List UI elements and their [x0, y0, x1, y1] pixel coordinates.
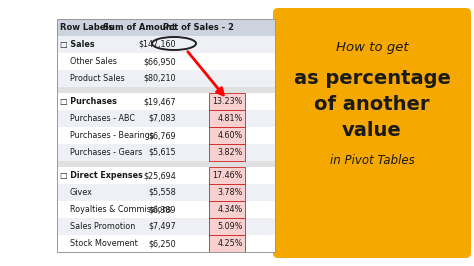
Bar: [57, 167, 275, 184]
Text: Stock Movement: Stock Movement: [70, 239, 138, 248]
Bar: [209, 184, 245, 201]
Text: in Pivot Tables: in Pivot Tables: [329, 155, 414, 168]
Bar: [57, 218, 275, 235]
Bar: [57, 53, 275, 70]
Text: $5,558: $5,558: [148, 188, 176, 197]
Text: Purchases - Bearings: Purchases - Bearings: [70, 131, 154, 140]
Bar: [57, 161, 275, 167]
Bar: [209, 93, 245, 110]
Text: 4.60%: 4.60%: [218, 131, 243, 140]
Text: □ Direct Expenses: □ Direct Expenses: [60, 171, 143, 180]
Text: 13.23%: 13.23%: [213, 97, 243, 106]
Text: □ Sales: □ Sales: [60, 40, 95, 49]
Bar: [209, 218, 245, 235]
Text: Pct of Sales - 2: Pct of Sales - 2: [163, 23, 234, 32]
Text: 3.82%: 3.82%: [218, 148, 243, 157]
Text: $6,250: $6,250: [148, 239, 176, 248]
Text: Givex: Givex: [70, 188, 93, 197]
Text: $147,160: $147,160: [138, 40, 176, 49]
Text: $5,615: $5,615: [148, 148, 176, 157]
Text: Purchases - ABC: Purchases - ABC: [70, 114, 135, 123]
Text: $7,497: $7,497: [148, 222, 176, 231]
Text: 4.34%: 4.34%: [218, 205, 243, 214]
Text: Product Sales: Product Sales: [70, 74, 125, 83]
Text: Other Sales: Other Sales: [70, 57, 117, 66]
Bar: [209, 235, 245, 252]
Bar: [209, 144, 245, 161]
Bar: [209, 110, 245, 127]
Text: $7,083: $7,083: [148, 114, 176, 123]
Bar: [57, 201, 275, 218]
Text: $6,389: $6,389: [148, 205, 176, 214]
Text: as percentage: as percentage: [293, 69, 450, 88]
Bar: [209, 127, 245, 144]
Bar: [57, 184, 275, 201]
FancyBboxPatch shape: [273, 8, 471, 258]
Text: $19,467: $19,467: [143, 97, 176, 106]
Text: 4.81%: 4.81%: [218, 114, 243, 123]
Text: 5.09%: 5.09%: [218, 222, 243, 231]
Bar: [57, 36, 275, 53]
Bar: [57, 235, 275, 252]
Text: of another: of another: [314, 94, 430, 114]
Bar: [57, 70, 275, 87]
Bar: [57, 144, 275, 161]
Bar: [57, 87, 275, 93]
Text: 4.25%: 4.25%: [218, 239, 243, 248]
Text: Royalties & Commissions: Royalties & Commissions: [70, 205, 172, 214]
Bar: [57, 19, 275, 36]
Text: How to get: How to get: [336, 41, 408, 55]
Text: 3.78%: 3.78%: [218, 188, 243, 197]
Bar: [57, 127, 275, 144]
Text: $66,950: $66,950: [143, 57, 176, 66]
Text: Sum of Amount: Sum of Amount: [103, 23, 176, 32]
Text: □ Purchases: □ Purchases: [60, 97, 117, 106]
Bar: [57, 110, 275, 127]
Text: 17.46%: 17.46%: [213, 171, 243, 180]
Text: Purchases - Gears: Purchases - Gears: [70, 148, 142, 157]
Bar: [209, 167, 245, 184]
Text: Sales Promotion: Sales Promotion: [70, 222, 135, 231]
Bar: [209, 201, 245, 218]
Bar: [57, 19, 275, 252]
Text: value: value: [342, 120, 402, 139]
Bar: [57, 93, 275, 110]
Text: Row Labels: Row Labels: [60, 23, 113, 32]
Text: $25,694: $25,694: [143, 171, 176, 180]
Text: $80,210: $80,210: [144, 74, 176, 83]
Text: $6,769: $6,769: [148, 131, 176, 140]
